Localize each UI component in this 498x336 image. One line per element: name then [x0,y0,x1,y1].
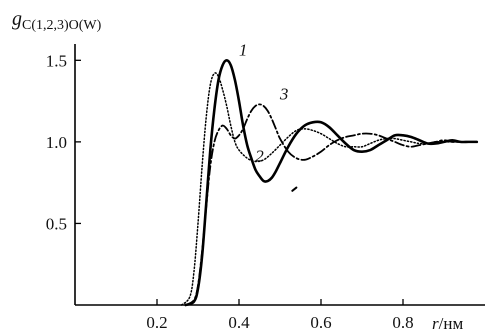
x-axis-title-unit: /нм [439,314,464,333]
curve-label-2: 2 [255,146,264,165]
y-tick-label: 1.5 [46,51,67,70]
curve-label-1: 1 [239,40,248,59]
stray-mark [291,186,298,192]
x-axis-title-var: r [432,314,439,333]
x-tick-label: 0.6 [310,313,331,332]
y-tick-label: 0.5 [46,214,67,233]
series-line-1 [184,59,479,307]
x-tick-label: 0.4 [228,313,250,332]
x-tick-label: 0.8 [392,313,413,332]
y-tick-label: 1.0 [46,133,67,152]
series-line-2 [180,72,478,306]
labels-layer: 1 2 3 [239,40,289,165]
series-line-3 [184,103,478,306]
ticks-layer: 0.2 0.4 0.6 0.8 0.5 1.0 1.5 [46,51,414,332]
curve-label-3: 3 [279,84,289,103]
plot-area [74,44,485,306]
x-tick-label: 0.2 [146,313,167,332]
series-layer [180,59,479,307]
y-axis-title-main: g [12,8,22,30]
y-axis-title-subscript: C(1,2,3)O(W) [22,18,102,33]
y-axis-title: gC(1,2,3)O(W) [12,8,102,33]
x-axis-title: r/нм [432,314,463,333]
